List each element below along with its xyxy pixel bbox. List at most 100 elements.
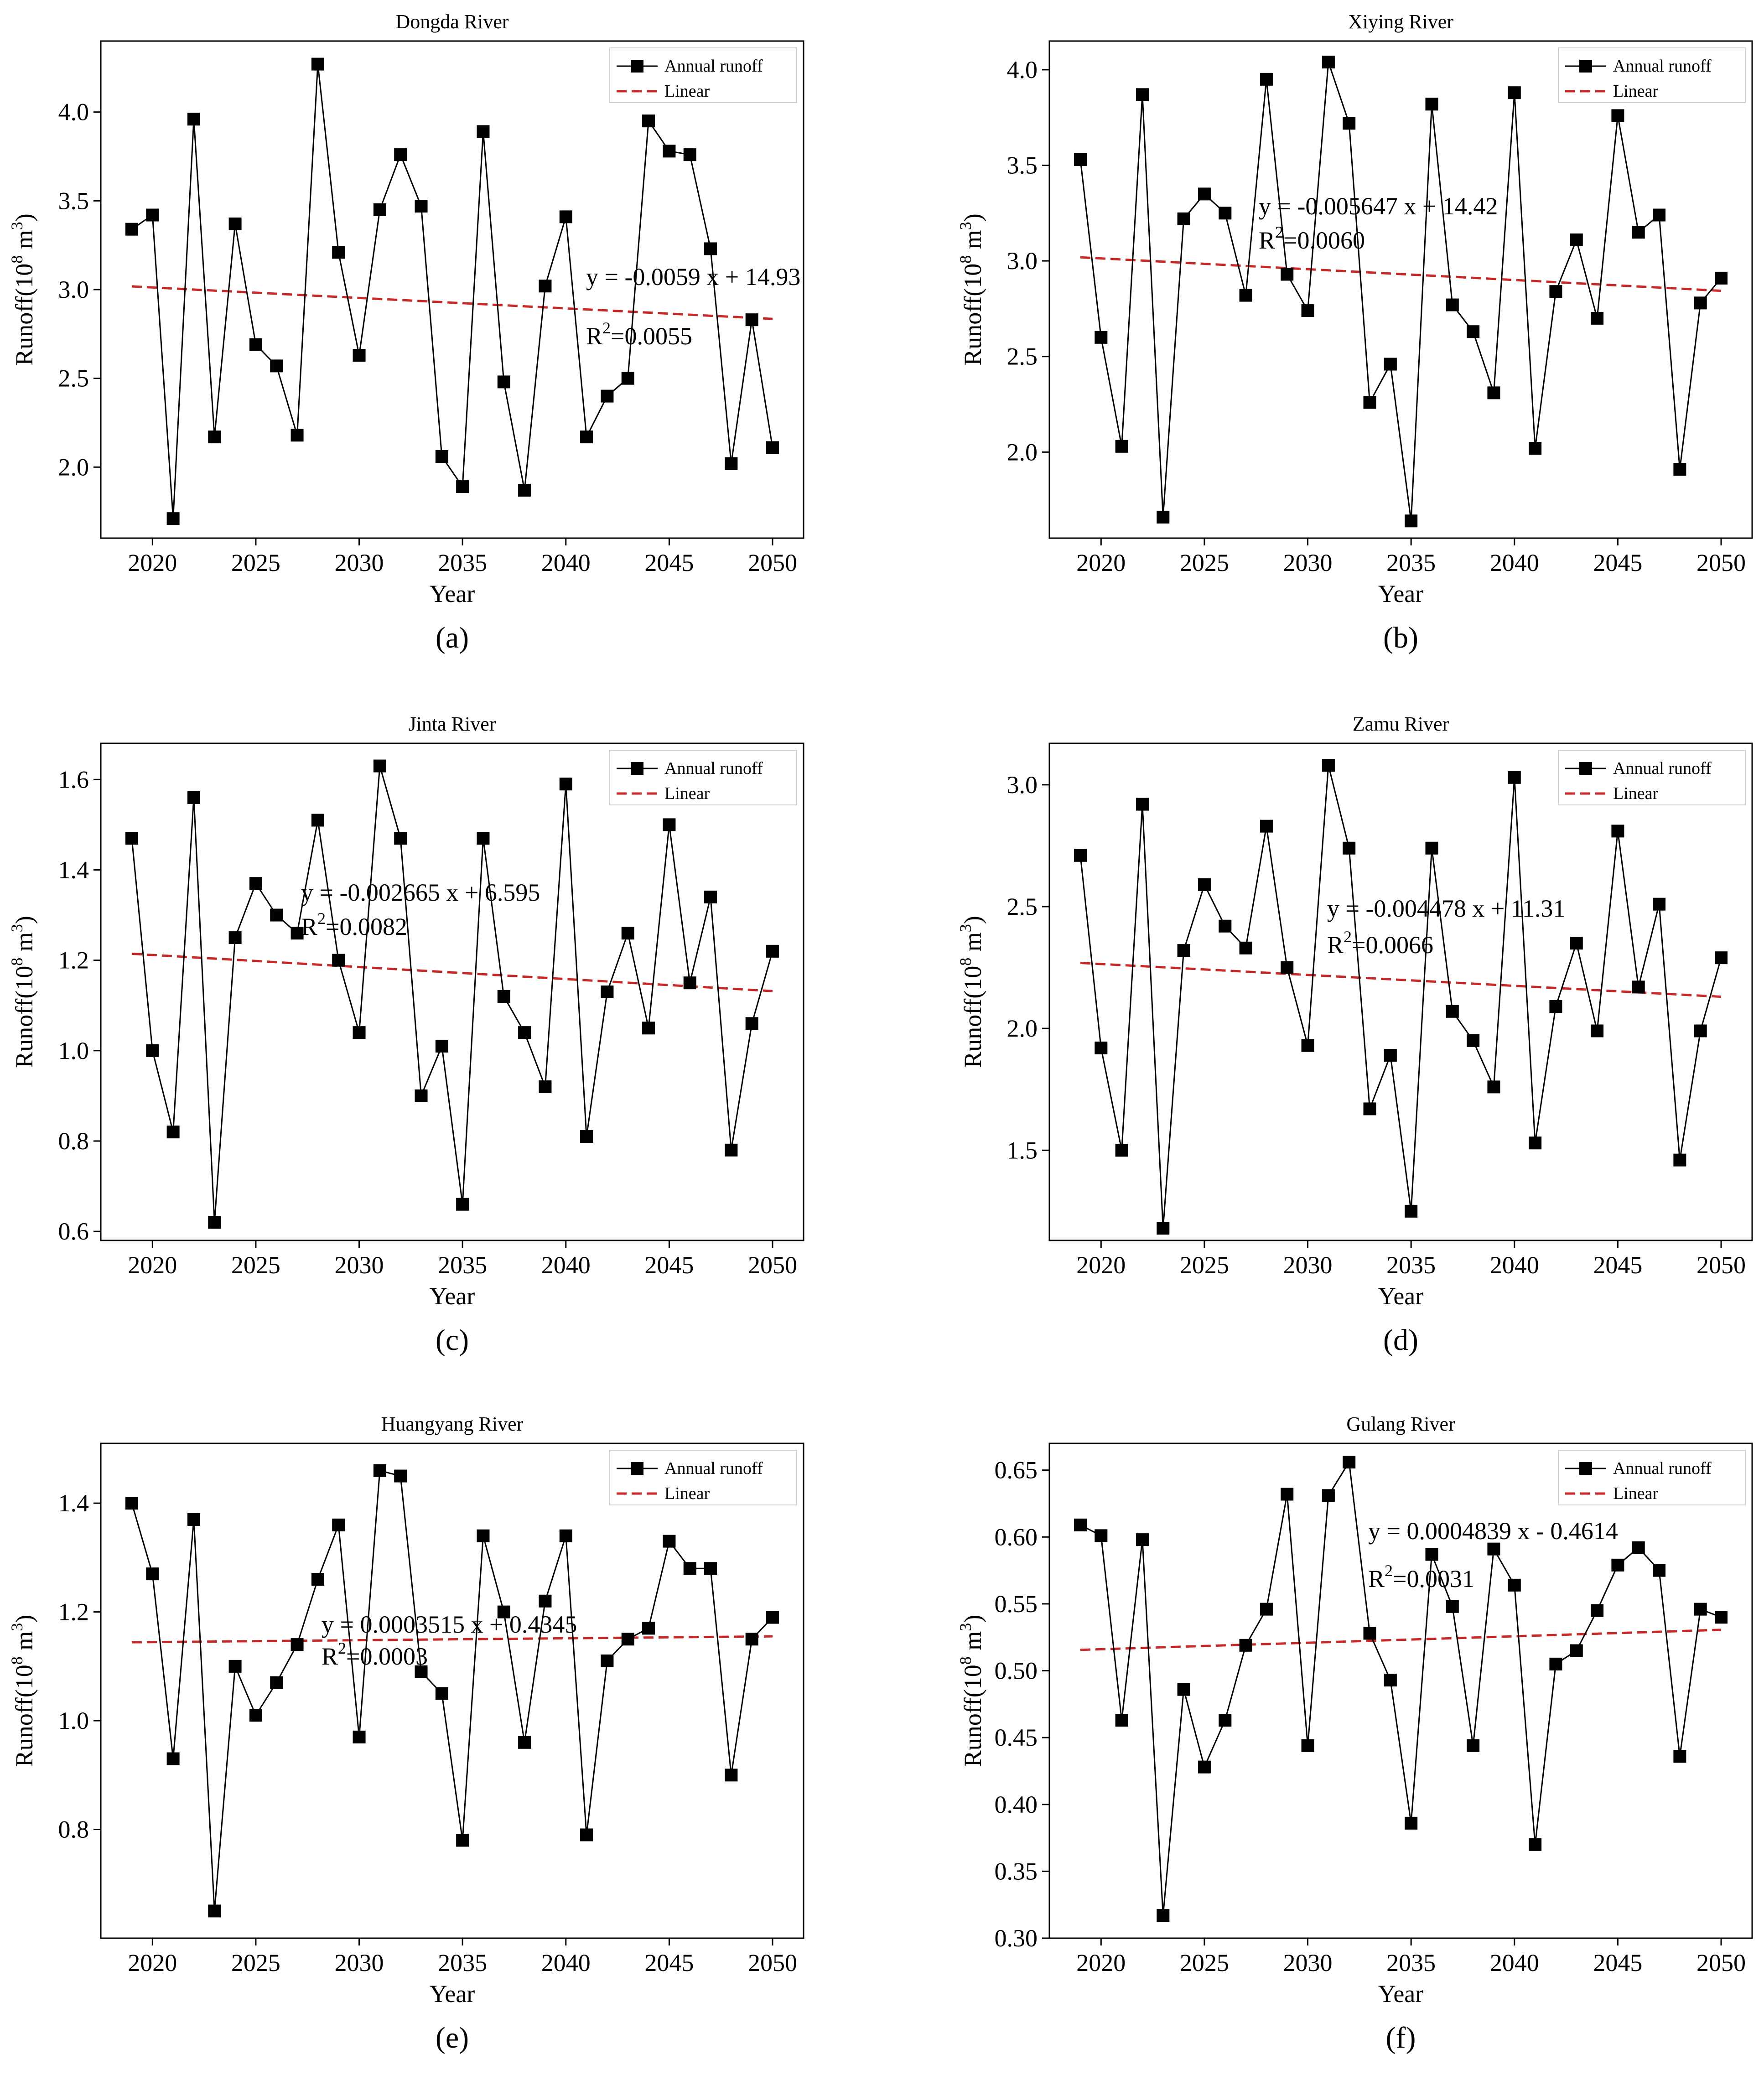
y-axis-label-part: m (959, 1631, 986, 1657)
legend-box (609, 750, 797, 805)
data-point (1694, 1603, 1707, 1616)
trend-equation: y = 0.0004839 x - 0.4614 (1368, 1517, 1618, 1545)
data-point (311, 814, 324, 827)
chart-title: Huangyang River (381, 1413, 524, 1435)
y-tick-label: 0.6 (58, 1218, 89, 1245)
y-axis-label-part: 3 (8, 1623, 26, 1631)
data-point (146, 208, 159, 222)
r-squared-part: 2 (317, 909, 326, 928)
x-tick-label: 2035 (1386, 549, 1436, 576)
data-point (353, 1730, 366, 1743)
data-point (745, 313, 758, 327)
x-tick-label: 2020 (128, 1949, 177, 1976)
x-axis-label: Year (430, 1980, 475, 2008)
panel-label: (d) (1383, 1323, 1418, 1357)
trend-line (1080, 1629, 1722, 1651)
data-point (1632, 226, 1645, 239)
data-point (1694, 1024, 1707, 1038)
legend-label-linear: Linear (664, 784, 710, 803)
x-tick-label: 2040 (1490, 549, 1539, 576)
chart-panel-4: Zamu River 2020 2025 2030 2035 2040 2045 2050 1.… (956, 713, 1753, 1357)
y-tick-label: 1.2 (58, 1598, 89, 1626)
data-point (166, 1126, 180, 1139)
plot-frame (100, 1442, 804, 1939)
y-tick-label: 0.65 (995, 1457, 1038, 1484)
data-point (1529, 441, 1542, 455)
x-tick-label: 2025 (1180, 1949, 1229, 1976)
data-point (373, 759, 386, 773)
x-tick-label: 2030 (1283, 1949, 1333, 1976)
data-point (270, 1676, 283, 1689)
data-point (1632, 1541, 1645, 1554)
legend-label-annual-runoff: Annual runoff (664, 759, 763, 778)
trend-line (131, 1635, 773, 1644)
data-point (1281, 268, 1294, 281)
y-axis-label-part: ) (959, 1615, 986, 1623)
data-point (1260, 820, 1273, 833)
data-point (291, 927, 304, 940)
x-tick-label: 2050 (1697, 1949, 1746, 1976)
y-tick-label: 2.5 (1007, 343, 1038, 370)
data-point (1694, 296, 1707, 310)
data-point (539, 1594, 552, 1608)
data-point (1301, 1039, 1314, 1052)
data-point (1157, 510, 1170, 524)
x-tick-label: 2020 (1076, 1251, 1126, 1279)
x-tick-label: 2020 (1076, 549, 1126, 576)
y-axis-label-part: Runoff(10 (10, 264, 38, 366)
r-squared-label: R2=0.0031 (1368, 1561, 1474, 1593)
data-point (580, 1828, 593, 1842)
data-point (1405, 514, 1418, 528)
data-point (1425, 98, 1438, 111)
x-tick-label: 2020 (1076, 1949, 1126, 1976)
data-point (311, 1573, 324, 1586)
data-point (1239, 941, 1252, 954)
data-point (353, 349, 366, 362)
series-line-annual-runoff (131, 1469, 773, 1911)
trend-equation: y = 0.0003515 x + 0.4345 (322, 1611, 577, 1638)
data-point (1425, 841, 1438, 855)
legend-marker (1579, 762, 1592, 775)
data-point (518, 1026, 531, 1039)
legend-label-linear: Linear (1613, 1484, 1659, 1503)
panel-label: (c) (436, 1323, 469, 1357)
r-squared-part: =0.0082 (326, 913, 407, 940)
data-point (1095, 331, 1108, 344)
trend-equation: y = -0.005647 x + 14.42 (1259, 192, 1498, 220)
data-point (766, 944, 779, 958)
x-tick-label: 2040 (541, 1251, 591, 1279)
x-tick-label: 2040 (1490, 1251, 1539, 1279)
y-axis-label-part: 8 (956, 958, 975, 966)
x-tick-label: 2020 (128, 1251, 177, 1279)
x-tick-label: 2025 (1180, 1251, 1229, 1279)
y-axis-label-part: ) (10, 213, 38, 222)
x-tick-label: 2025 (231, 1251, 280, 1279)
data-point (559, 1529, 572, 1542)
data-point (1301, 1739, 1314, 1752)
data-point (435, 1687, 448, 1700)
x-axis-label: Year (430, 1282, 475, 1310)
plot-frame (100, 742, 804, 1241)
y-tick-label: 0.45 (995, 1724, 1038, 1751)
y-axis-label-part: ) (959, 213, 986, 222)
data-point (1095, 1041, 1108, 1054)
data-point (1508, 86, 1521, 99)
data-point (125, 1497, 138, 1510)
r-squared-label: R2=0.0066 (1327, 928, 1433, 959)
x-tick-label: 2045 (1593, 1949, 1642, 1976)
x-tick-label: 2030 (1283, 1251, 1333, 1279)
data-point (1322, 1489, 1335, 1502)
y-axis-label-part: ) (959, 916, 986, 924)
legend-box (609, 47, 797, 103)
data-point (1260, 1603, 1273, 1616)
x-tick-label: 2030 (1283, 549, 1333, 576)
y-tick-label: 0.8 (58, 1127, 89, 1155)
y-axis-label-part: 3 (8, 222, 26, 230)
x-axis-label: Year (1378, 1980, 1424, 2008)
data-point (1239, 1639, 1252, 1652)
legend-marker (1579, 1462, 1592, 1475)
series-line-annual-runoff (1079, 765, 1722, 1229)
data-point (663, 1535, 676, 1548)
panel-label: (a) (436, 621, 469, 654)
data-point (1591, 1604, 1604, 1617)
